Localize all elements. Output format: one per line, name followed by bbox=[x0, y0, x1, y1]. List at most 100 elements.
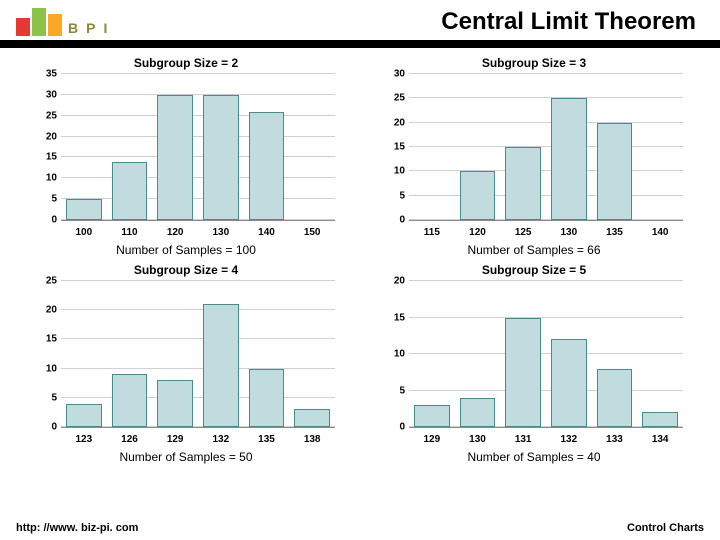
xtick-label: 130 bbox=[560, 227, 577, 238]
xtick-label: 126 bbox=[121, 434, 138, 445]
chart-grid: Subgroup Size = 205101520253035100110120… bbox=[0, 48, 720, 464]
chart-caption: Number of Samples = 40 bbox=[467, 450, 600, 464]
bar bbox=[112, 374, 148, 427]
chart-title: Subgroup Size = 4 bbox=[31, 263, 341, 277]
chart-panel: Subgroup Size = 205101520253035100110120… bbox=[24, 56, 348, 257]
page-title: Central Limit Theorem bbox=[127, 8, 704, 36]
xtick-label: 140 bbox=[652, 227, 669, 238]
xtick-label: 125 bbox=[515, 227, 532, 238]
ytick-label: 0 bbox=[31, 422, 57, 433]
xtick-label: 134 bbox=[652, 434, 669, 445]
xtick-label: 138 bbox=[304, 434, 321, 445]
ytick-label: 30 bbox=[31, 89, 57, 100]
chart: Subgroup Size = 505101520129130131132133… bbox=[379, 263, 689, 448]
bar bbox=[249, 369, 285, 427]
logo-letter: P bbox=[86, 20, 95, 36]
ytick-label: 30 bbox=[379, 69, 405, 80]
ytick-label: 10 bbox=[31, 173, 57, 184]
footer: http: //www. biz-pi. com Control Charts bbox=[16, 522, 704, 534]
chart: Subgroup Size = 4 05101520251231261291321… bbox=[31, 263, 341, 448]
xtick-label: 110 bbox=[121, 227, 137, 238]
chart-panel: Subgroup Size = 4 05101520251231261291321… bbox=[24, 263, 348, 464]
xtick-label: 120 bbox=[167, 227, 184, 238]
logo: BPI bbox=[16, 8, 107, 36]
xtick-label: 132 bbox=[560, 434, 577, 445]
bar bbox=[551, 98, 587, 220]
chart-plot: 051015202530115120125130135140 bbox=[409, 74, 683, 221]
xtick-label: 132 bbox=[212, 434, 229, 445]
bar bbox=[597, 369, 633, 427]
ytick-label: 25 bbox=[379, 93, 405, 104]
bar bbox=[505, 147, 541, 220]
ytick-label: 0 bbox=[31, 215, 57, 226]
ytick-label: 15 bbox=[379, 312, 405, 323]
logo-bar bbox=[48, 14, 62, 36]
xtick-label: 100 bbox=[75, 227, 92, 238]
xtick-label: 135 bbox=[258, 434, 275, 445]
ytick-label: 5 bbox=[31, 392, 57, 403]
xtick-label: 129 bbox=[423, 434, 440, 445]
xtick-label: 123 bbox=[75, 434, 92, 445]
chart-title: Subgroup Size = 3 bbox=[379, 56, 689, 70]
ytick-label: 0 bbox=[379, 422, 405, 433]
xtick-label: 115 bbox=[424, 227, 440, 238]
chart-title: Subgroup Size = 2 bbox=[31, 56, 341, 70]
chart-plot: 05101520129130131132133134 bbox=[409, 281, 683, 428]
xtick-label: 133 bbox=[606, 434, 623, 445]
chart-plot: 05101520253035100110120130140150 bbox=[61, 74, 335, 221]
ytick-label: 0 bbox=[379, 215, 405, 226]
bar bbox=[203, 95, 239, 220]
chart-panel: Subgroup Size = 505101520129130131132133… bbox=[372, 263, 696, 464]
bar bbox=[642, 412, 678, 427]
bar bbox=[249, 112, 285, 220]
ytick-label: 35 bbox=[31, 69, 57, 80]
ytick-label: 5 bbox=[379, 190, 405, 201]
xtick-label: 131 bbox=[515, 434, 532, 445]
chart-panel: Subgroup Size = 305101520253011512012513… bbox=[372, 56, 696, 257]
xtick-label: 130 bbox=[212, 227, 229, 238]
ytick-label: 10 bbox=[379, 166, 405, 177]
footer-url: http: //www. biz-pi. com bbox=[16, 522, 138, 534]
xtick-label: 150 bbox=[304, 227, 321, 238]
chart-caption: Number of Samples = 66 bbox=[467, 243, 600, 257]
bar bbox=[112, 162, 148, 220]
logo-letter: B bbox=[68, 20, 78, 36]
bar bbox=[157, 95, 193, 220]
xtick-label: 129 bbox=[167, 434, 184, 445]
bar bbox=[66, 199, 102, 220]
ytick-label: 5 bbox=[31, 194, 57, 205]
logo-bar bbox=[16, 18, 30, 36]
bar bbox=[505, 318, 541, 428]
bar bbox=[66, 404, 102, 427]
bar bbox=[414, 405, 450, 427]
xtick-label: 130 bbox=[469, 434, 486, 445]
logo-letter: I bbox=[103, 20, 107, 36]
ytick-label: 10 bbox=[31, 363, 57, 374]
xtick-label: 120 bbox=[469, 227, 486, 238]
bar bbox=[460, 171, 496, 220]
bar bbox=[157, 380, 193, 427]
ytick-label: 15 bbox=[379, 142, 405, 153]
ytick-label: 20 bbox=[31, 131, 57, 142]
xtick-label: 135 bbox=[606, 227, 623, 238]
bar bbox=[460, 398, 496, 427]
chart-plot: 0510152025123126129132135138 bbox=[61, 281, 335, 428]
ytick-label: 25 bbox=[31, 276, 57, 287]
ytick-label: 5 bbox=[379, 385, 405, 396]
ytick-label: 20 bbox=[379, 117, 405, 128]
logo-bar bbox=[32, 8, 46, 36]
ytick-label: 10 bbox=[379, 349, 405, 360]
ytick-label: 20 bbox=[31, 305, 57, 316]
bar bbox=[203, 304, 239, 427]
header-divider bbox=[0, 40, 720, 48]
chart-title: Subgroup Size = 5 bbox=[379, 263, 689, 277]
ytick-label: 20 bbox=[379, 276, 405, 287]
chart-caption: Number of Samples = 100 bbox=[116, 243, 256, 257]
bar bbox=[294, 409, 330, 427]
chart: Subgroup Size = 205101520253035100110120… bbox=[31, 56, 341, 241]
ytick-label: 15 bbox=[31, 152, 57, 163]
xtick-label: 140 bbox=[258, 227, 275, 238]
bar bbox=[551, 339, 587, 427]
ytick-label: 25 bbox=[31, 110, 57, 121]
footer-topic: Control Charts bbox=[627, 522, 704, 534]
